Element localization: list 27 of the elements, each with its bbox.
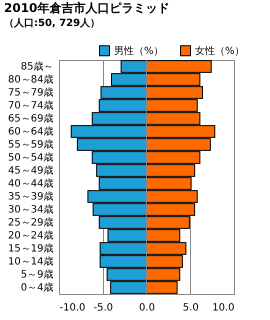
y-tick-label: 70～74歳 [8,100,54,112]
y-tick-label: 30～34歳 [8,204,54,216]
y-tick-label: 55～59歳 [8,138,54,150]
y-tick-label: 20～24歳 [8,230,54,242]
legend-label: 男性（%） [114,44,164,57]
y-tick-label: 75～79歳 [8,86,54,98]
y-tick-label: 65～69歳 [8,112,54,124]
x-tick-label: -5.0 [93,302,114,314]
y-tick-label: 35～39歳 [8,190,54,202]
chart-subtitle: （人口:50, 729人） [4,17,100,29]
y-tick-label: 25～29歳 [8,216,54,228]
y-tick-label: 10～14歳 [8,256,54,268]
x-tick-label: 5.0 [182,302,199,314]
y-tick-label: 50～54歳 [8,152,54,164]
x-tick-label: 0.0 [139,302,155,314]
y-tick-label: 45～49歳 [8,164,54,176]
y-tick-label: 60～64歳 [8,126,54,138]
legend-label: 女性（%） [195,44,245,57]
x-tick-label: 10.0 [212,302,234,314]
chart-title: 2010年倉吉市人口ピラミッド [4,1,170,15]
y-tick-label: 5～9歳 [20,268,54,280]
y-tick-label: 40～44歳 [8,178,54,190]
y-tick-label: 80～84歳 [8,74,54,86]
y-tick-label: 0～4歳 [20,282,54,294]
x-tick-label: -10.0 [60,302,86,314]
y-tick-label: 85歳～ [20,60,54,72]
y-tick-label: 15～19歳 [8,242,54,254]
